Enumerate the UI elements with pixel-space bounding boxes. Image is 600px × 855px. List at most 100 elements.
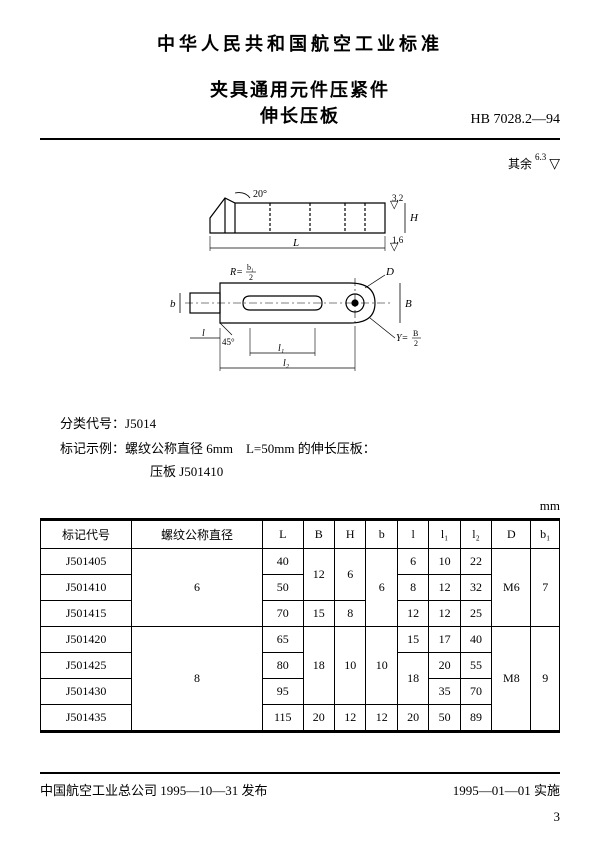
cell: 22	[460, 549, 491, 575]
dim-l2: l₂	[283, 358, 290, 369]
th-code: 标记代号	[41, 521, 132, 549]
cell: J501435	[41, 705, 132, 731]
cell: 15	[397, 627, 428, 653]
triangle-icon: ▽	[390, 241, 399, 253]
cell: J501410	[41, 575, 132, 601]
cell: 40	[460, 627, 491, 653]
dim-angle2: 45°	[222, 337, 235, 347]
unit-label: mm	[40, 498, 560, 514]
cell: J501420	[41, 627, 132, 653]
divider-bottom	[40, 772, 560, 774]
cell: 20	[303, 705, 334, 731]
th-l: l	[397, 521, 428, 549]
table-row: J501405 6 40 12 6 6 6 10 22 M6 7	[41, 549, 560, 575]
subtitle-1: 夹具通用元件压紧件	[40, 76, 560, 102]
cell: 12	[335, 705, 366, 731]
dim-angle1: 20°	[253, 189, 267, 200]
subtitle-block: 夹具通用元件压紧件 伸长压板 HB 7028.2—94	[40, 76, 560, 128]
th-H: H	[335, 521, 366, 549]
cell: 18	[303, 627, 334, 705]
spec-table: 标记代号 螺纹公称直径 L B H b l l₁ l₂ D b₁ J501405…	[40, 518, 560, 733]
cell: M8	[492, 627, 531, 731]
technical-drawing: 20° 3.2 ▽ 1.6 ▽ H L R= b₁	[150, 183, 450, 383]
classification-label: 分类代号：	[60, 416, 125, 431]
cell: 7	[531, 549, 560, 627]
cell: 70	[460, 679, 491, 705]
table-row: J501425 80 18 20 55	[41, 653, 560, 679]
cell: 55	[460, 653, 491, 679]
cell: 6	[397, 549, 428, 575]
footer-publish: 中国航空工业总公司 1995—10—31 发布	[40, 780, 268, 799]
cell: M6	[492, 549, 531, 627]
cell: 20	[429, 653, 460, 679]
cell: 35	[429, 679, 460, 705]
cell: 32	[460, 575, 491, 601]
cell: 12	[429, 601, 460, 627]
marking-example: 标记示例：螺纹公称直径 6mm L=50mm 的伸长压板：	[60, 438, 560, 457]
dim-D: D	[385, 266, 394, 278]
th-D: D	[492, 521, 531, 549]
dim-Y-bot: 2	[414, 339, 418, 348]
cell: 6	[132, 549, 263, 627]
dim-R-top: b₁	[247, 263, 254, 272]
cell: 12	[366, 705, 397, 731]
cell: 12	[429, 575, 460, 601]
standard-org-title: 中华人民共和国航空工业标准	[40, 30, 560, 56]
cell: 17	[429, 627, 460, 653]
surface-value: 6.3	[535, 152, 546, 162]
cell: 89	[460, 705, 491, 731]
cell: 12	[397, 601, 428, 627]
dim-L: L	[292, 237, 299, 249]
surface-finish-note: 其余 6.3 ▽	[40, 155, 560, 173]
triangle-icon: ▽	[549, 156, 560, 173]
cell: 12	[303, 549, 334, 601]
marking-example-code: 压板 J501410	[150, 461, 560, 480]
cell: 65	[262, 627, 303, 653]
cell: 10	[429, 549, 460, 575]
th-l1: l₁	[429, 521, 460, 549]
page-number: 3	[40, 809, 560, 825]
cell: 10	[335, 627, 366, 705]
cell: 6	[366, 549, 397, 627]
cell: 9	[531, 627, 560, 731]
dim-Y-top: B	[413, 329, 418, 338]
cell: 50	[429, 705, 460, 731]
cell: 6	[335, 549, 366, 601]
table-row: J501420 8 65 18 10 10 15 17 40 M8 9	[41, 627, 560, 653]
divider-top	[40, 138, 560, 140]
th-b1: b₁	[531, 521, 560, 549]
cell: 8	[397, 575, 428, 601]
dim-b: b	[170, 298, 176, 310]
cell: 80	[262, 653, 303, 679]
cell: J501415	[41, 601, 132, 627]
cell: 50	[262, 575, 303, 601]
cell: 15	[303, 601, 334, 627]
cell: 40	[262, 549, 303, 575]
table-row: J501410 50 8 12 32	[41, 575, 560, 601]
table-row: J501415 70 15 8 12 12 25	[41, 601, 560, 627]
th-L: L	[262, 521, 303, 549]
cell: 8	[132, 627, 263, 731]
dim-l1: l₁	[278, 343, 284, 354]
table-row: J501435 115 20 12 12 20 50 89	[41, 705, 560, 731]
cell: 25	[460, 601, 491, 627]
cell: 70	[262, 601, 303, 627]
cell: 10	[366, 627, 397, 705]
cell: 115	[262, 705, 303, 731]
surface-label: 其余	[508, 157, 532, 171]
triangle-icon: ▽	[390, 199, 399, 211]
standard-code: HB 7028.2—94	[471, 112, 560, 128]
dim-H: H	[409, 212, 419, 224]
cell: 20	[397, 705, 428, 731]
th-B: B	[303, 521, 334, 549]
dim-R-bot: 2	[249, 273, 253, 282]
table-header-row: 标记代号 螺纹公称直径 L B H b l l₁ l₂ D b₁	[41, 521, 560, 549]
cell: J501405	[41, 549, 132, 575]
footer-effective: 1995—01—01 实施	[453, 780, 560, 799]
classification-value: J5014	[125, 416, 156, 431]
dim-B: B	[405, 298, 412, 310]
cell: J501430	[41, 679, 132, 705]
cell: 8	[335, 601, 366, 627]
footer: 中国航空工业总公司 1995—10—31 发布 1995—01—01 实施 3	[40, 772, 560, 825]
table-row: J501430 95 35 70	[41, 679, 560, 705]
